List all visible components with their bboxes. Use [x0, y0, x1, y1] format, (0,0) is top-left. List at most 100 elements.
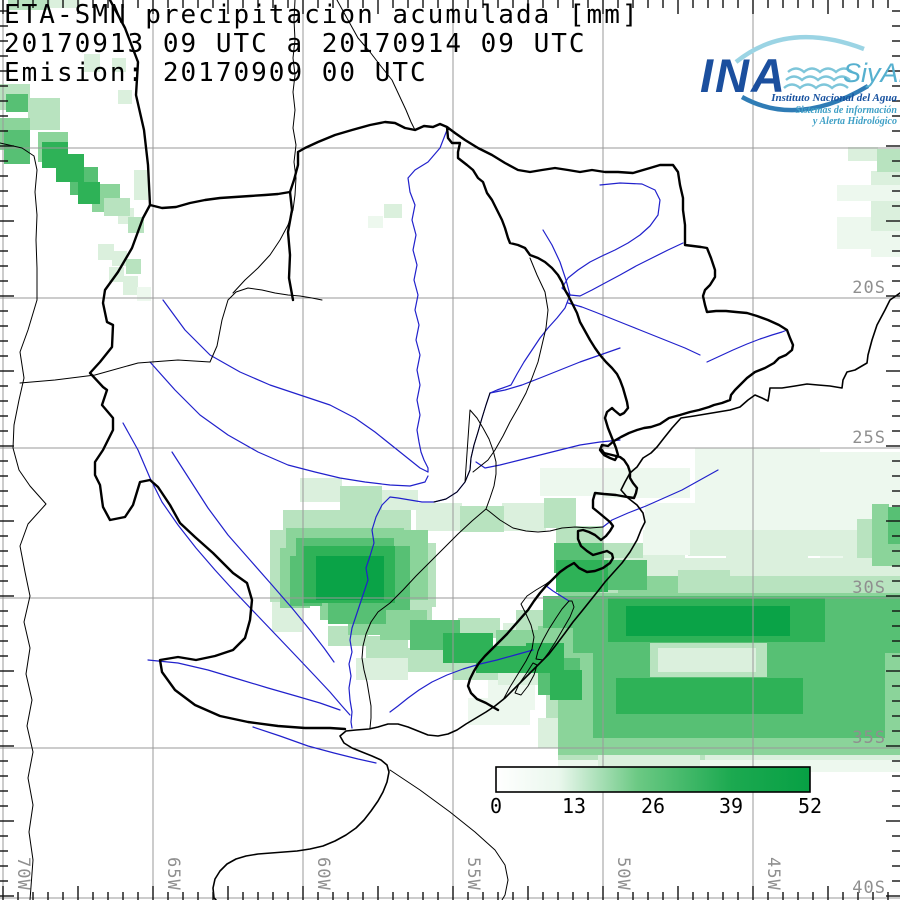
longitude-label: 65W — [163, 857, 183, 891]
precip-cell — [84, 54, 100, 72]
precip-cell — [340, 486, 382, 510]
river-paranapanema — [489, 347, 621, 394]
precip-cell — [104, 198, 130, 216]
legend-tick-label: 13 — [562, 794, 586, 818]
legend: 0 13 26 39 52 — [490, 766, 822, 818]
river-tiete — [567, 302, 701, 356]
precip-cell — [872, 504, 889, 545]
river-paraguay — [407, 129, 448, 473]
precip-cell — [826, 598, 892, 638]
precip-cell — [382, 490, 418, 510]
latitude-label: 20S — [852, 278, 886, 298]
logo-waves-icon — [783, 67, 853, 90]
precip-cell — [502, 503, 546, 531]
border-bolivia-brazil — [232, 0, 297, 294]
longitude-label: 50W — [613, 857, 633, 891]
precip-cell — [872, 544, 900, 566]
border-paraguay-east — [472, 257, 549, 473]
precip-cell — [126, 259, 141, 274]
precip-cell — [416, 503, 462, 531]
longitude-label: 70W — [13, 857, 33, 891]
longitude-label: 60W — [313, 857, 333, 891]
precip-cell — [888, 507, 900, 544]
precipitation-cells-layer — [0, 0, 900, 772]
precip-cell — [857, 519, 874, 558]
river-negro-uy — [389, 649, 534, 713]
ina-siyah-logo: INA SiyAH Instituto Nacional del Agua Si… — [700, 34, 900, 127]
basin-boundary-west — [88, 0, 347, 731]
wave-line — [785, 75, 851, 82]
precip-cell — [604, 468, 690, 498]
border-parana-py-br — [433, 392, 491, 503]
precip-cell — [123, 276, 138, 295]
wave-line — [783, 83, 849, 90]
precip-cell — [8, 0, 50, 10]
precip-cell — [877, 149, 900, 172]
logo-tagline-1: Sistemas de información — [795, 105, 897, 116]
latitude-label: 40S — [852, 878, 886, 898]
precip-cell — [368, 216, 383, 228]
precip-cell — [300, 478, 342, 502]
precip-cell — [871, 231, 900, 257]
latitude-label: 35S — [852, 728, 886, 748]
precip-cell — [6, 94, 28, 112]
logo-arc-bottom — [740, 84, 870, 113]
river-salado-norte — [122, 422, 351, 716]
precip-cell — [598, 558, 900, 578]
latitude-label: 30S — [852, 578, 886, 598]
border-uruguay-river — [361, 508, 604, 729]
legend-tick-label: 39 — [719, 794, 743, 818]
precip-cell — [118, 90, 132, 104]
precip-cell — [460, 506, 504, 532]
graticule-labels-layer: 20S 25S 30S 35S 40S 70W 65W 60W 55W 50W 45W — [13, 278, 886, 898]
precip-cell — [643, 530, 690, 555]
river-paranaiba — [561, 182, 661, 296]
precip-cell — [848, 147, 878, 161]
river-dulce — [171, 451, 335, 663]
precip-cell — [658, 648, 756, 672]
precip-cell — [616, 678, 803, 714]
logo-ina-text: INA — [700, 49, 787, 102]
basin-boundary-north-east — [148, 120, 795, 462]
basin-boundary-layer — [88, 0, 795, 731]
precip-cell — [56, 154, 84, 182]
precip-cell — [50, 0, 80, 8]
logo-subtitle: Instituto Nacional del Agua — [770, 92, 897, 104]
precip-cell — [626, 606, 790, 636]
river-salado-bsas — [252, 726, 377, 764]
borders-layer — [0, 0, 604, 900]
precip-cell — [540, 468, 602, 496]
map-title: ETA-SMN precipitacion acumulada [mm] — [4, 0, 640, 30]
precip-cell — [837, 185, 900, 201]
latitude-label: 25S — [852, 428, 886, 448]
precip-cell — [837, 217, 871, 249]
river-grande — [569, 242, 684, 297]
precip-cell — [820, 452, 900, 506]
precip-cell — [384, 204, 402, 218]
border-misiones — [464, 409, 497, 510]
precip-cell — [112, 58, 126, 72]
precip-cell — [550, 670, 582, 700]
longitude-label: 45W — [763, 857, 783, 891]
precip-cell — [544, 498, 576, 528]
title-block: ETA-SMN precipitacion acumulada [mm] 201… — [4, 0, 640, 88]
lagoa-mirim — [514, 662, 538, 696]
precip-cell — [356, 658, 408, 680]
river-jacui — [544, 584, 570, 602]
precip-cell — [134, 170, 148, 200]
border-top-center — [336, 0, 416, 131]
legend-tick-label: 0 — [490, 794, 502, 818]
logo-siyah-text: SiyAH — [843, 58, 900, 88]
precip-cell — [556, 526, 603, 548]
logo-tagline-2: y Alerta Hidrológico — [812, 116, 897, 127]
river-paraiba-do-sul — [706, 329, 788, 363]
border-chile-argentina — [12, 299, 47, 900]
lagoa-dos-patos — [535, 600, 575, 661]
basin-boundary-branch — [286, 190, 295, 302]
wave-line — [787, 67, 853, 74]
river-bermejo — [149, 361, 429, 487]
precip-cell — [678, 570, 730, 594]
